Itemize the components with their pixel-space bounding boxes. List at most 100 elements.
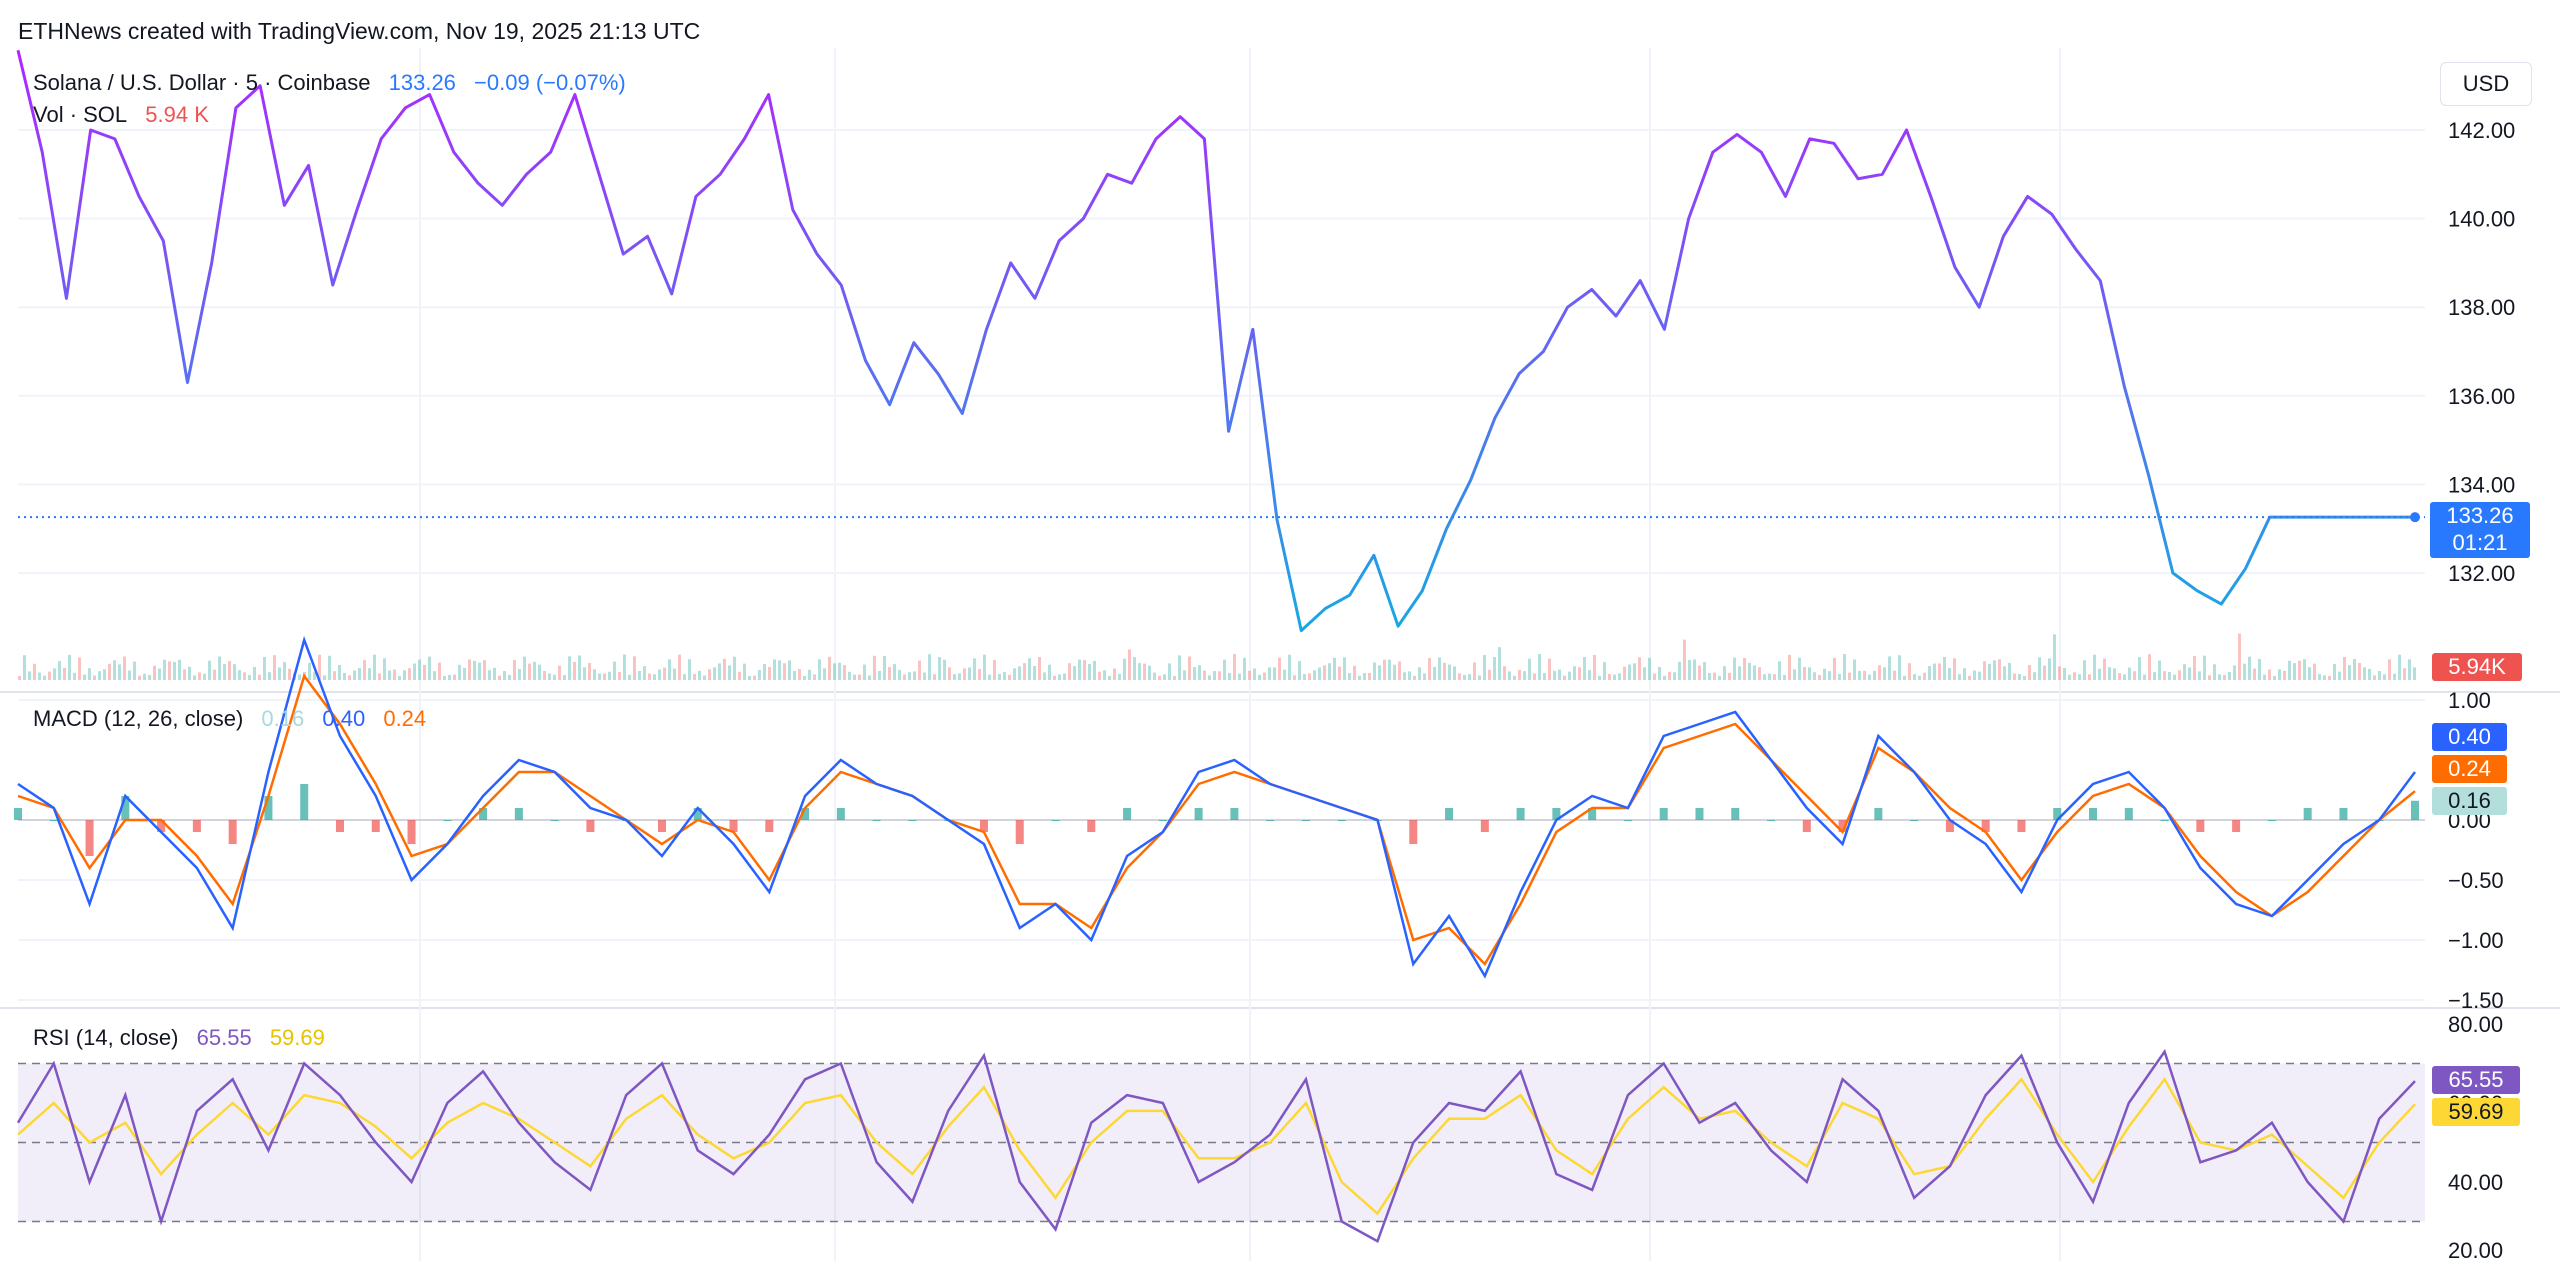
volume-bar [2133,671,2136,680]
volume-bar [1838,674,1841,680]
volume-bar [568,656,571,680]
volume-bar [1198,665,1201,680]
volume-bar [673,668,676,680]
volume-bar [1963,668,1966,680]
volume-bar [953,674,956,680]
volume-bar [1413,675,1416,680]
volume-bar [1783,674,1786,680]
volume-bar [1328,663,1331,680]
volume-bar [2308,667,2311,680]
legend-change: −0.09 (−0.07%) [474,70,626,95]
rsi-value: 65.55 [196,1025,252,1050]
volume-bar [2368,668,2371,680]
rsi-ma-value: 59.69 [269,1025,325,1050]
volume-bar [1958,674,1961,680]
volume-bar [933,674,936,680]
macd-histogram-bar [1623,820,1632,821]
volume-bar [28,671,31,680]
volume-bar [1163,674,1166,680]
volume-bar [528,663,531,680]
volume-bar [2048,658,2051,680]
volume-bar [583,667,586,680]
legend-price: 133.26 [388,70,456,95]
volume-bar [1488,669,1491,680]
volume-bar [1318,667,1321,680]
volume-bar [758,669,761,680]
volume-bar [1178,655,1181,680]
volume-legend: Vol · SOL 5.94 K [33,102,221,128]
volume-bar [248,675,251,680]
volume-bar [768,666,771,680]
volume-bar [813,674,816,680]
macd-histogram-bar [1910,820,1919,821]
volume-bar [88,668,91,680]
volume-bar [223,663,226,680]
macd-histogram-bar [157,820,166,832]
macd-histogram-bar [2160,820,2169,821]
volume-bar [708,669,711,680]
macd-histogram-bar [1802,820,1811,832]
volume-bar [788,660,791,680]
volume-bar [533,661,536,680]
volume-bar [883,655,886,680]
volume-bar [853,674,856,680]
volume-bar [1398,661,1401,680]
volume-bar [2068,674,2071,680]
volume-bar [1293,675,1296,680]
volume-bar [2383,674,2386,680]
volume-bar [1813,672,1816,680]
macd-histogram-bar [443,820,452,821]
volume-bar [828,656,831,680]
volume-bar [538,664,541,680]
volume-bar [1268,667,1271,680]
volume-bar [2013,673,2016,680]
volume-bar [103,669,106,680]
volume-bar [1898,655,1901,680]
volume-bar [803,675,806,680]
volume-bar [1943,656,1946,680]
volume-bar [1478,675,1481,680]
volume-bar [1188,656,1191,680]
volume-bar [1543,673,1546,680]
volume-bar [63,667,66,680]
volume-bar [1128,649,1131,680]
volume-bar [1628,664,1631,680]
volume-bar [1423,673,1426,680]
volume-bar [183,669,186,680]
macd-histogram-bar [1480,820,1489,832]
volume-bar [778,660,781,680]
last-price-dot [2410,512,2420,523]
volume-bar [1828,671,1831,680]
volume-bar [523,656,526,680]
macd-histogram-bar [2017,820,2026,832]
macd-histogram-bar [1767,820,1776,821]
volume-bar [1763,674,1766,680]
macd-histogram-bar [1409,820,1418,844]
volume-bar [273,655,276,680]
volume-bar [793,670,796,680]
volume-bar [2168,672,2171,680]
volume-bar [1108,675,1111,680]
volume-bar [473,660,476,680]
volume-bar [1133,657,1136,680]
volume-bar [163,659,166,680]
currency-unit-button[interactable]: USD [2440,62,2532,106]
macd-histogram-bar [192,820,201,832]
volume-bar [1243,657,1246,680]
volume-bar [2408,659,2411,680]
volume-bar [73,672,76,680]
volume-bar [1088,663,1091,680]
volume-bar [563,675,566,680]
volume-bar [458,664,461,680]
volume-bar [753,675,756,680]
volume-bar [428,656,431,680]
volume-bar [973,658,976,680]
macd-histogram-bar [85,820,94,856]
volume-bar [1333,657,1336,680]
bar-countdown: 01:21 [2452,530,2508,555]
volume-bar [1048,664,1051,680]
volume-bar [2043,665,2046,680]
volume-bar [868,675,871,680]
volume-bar [403,670,406,680]
